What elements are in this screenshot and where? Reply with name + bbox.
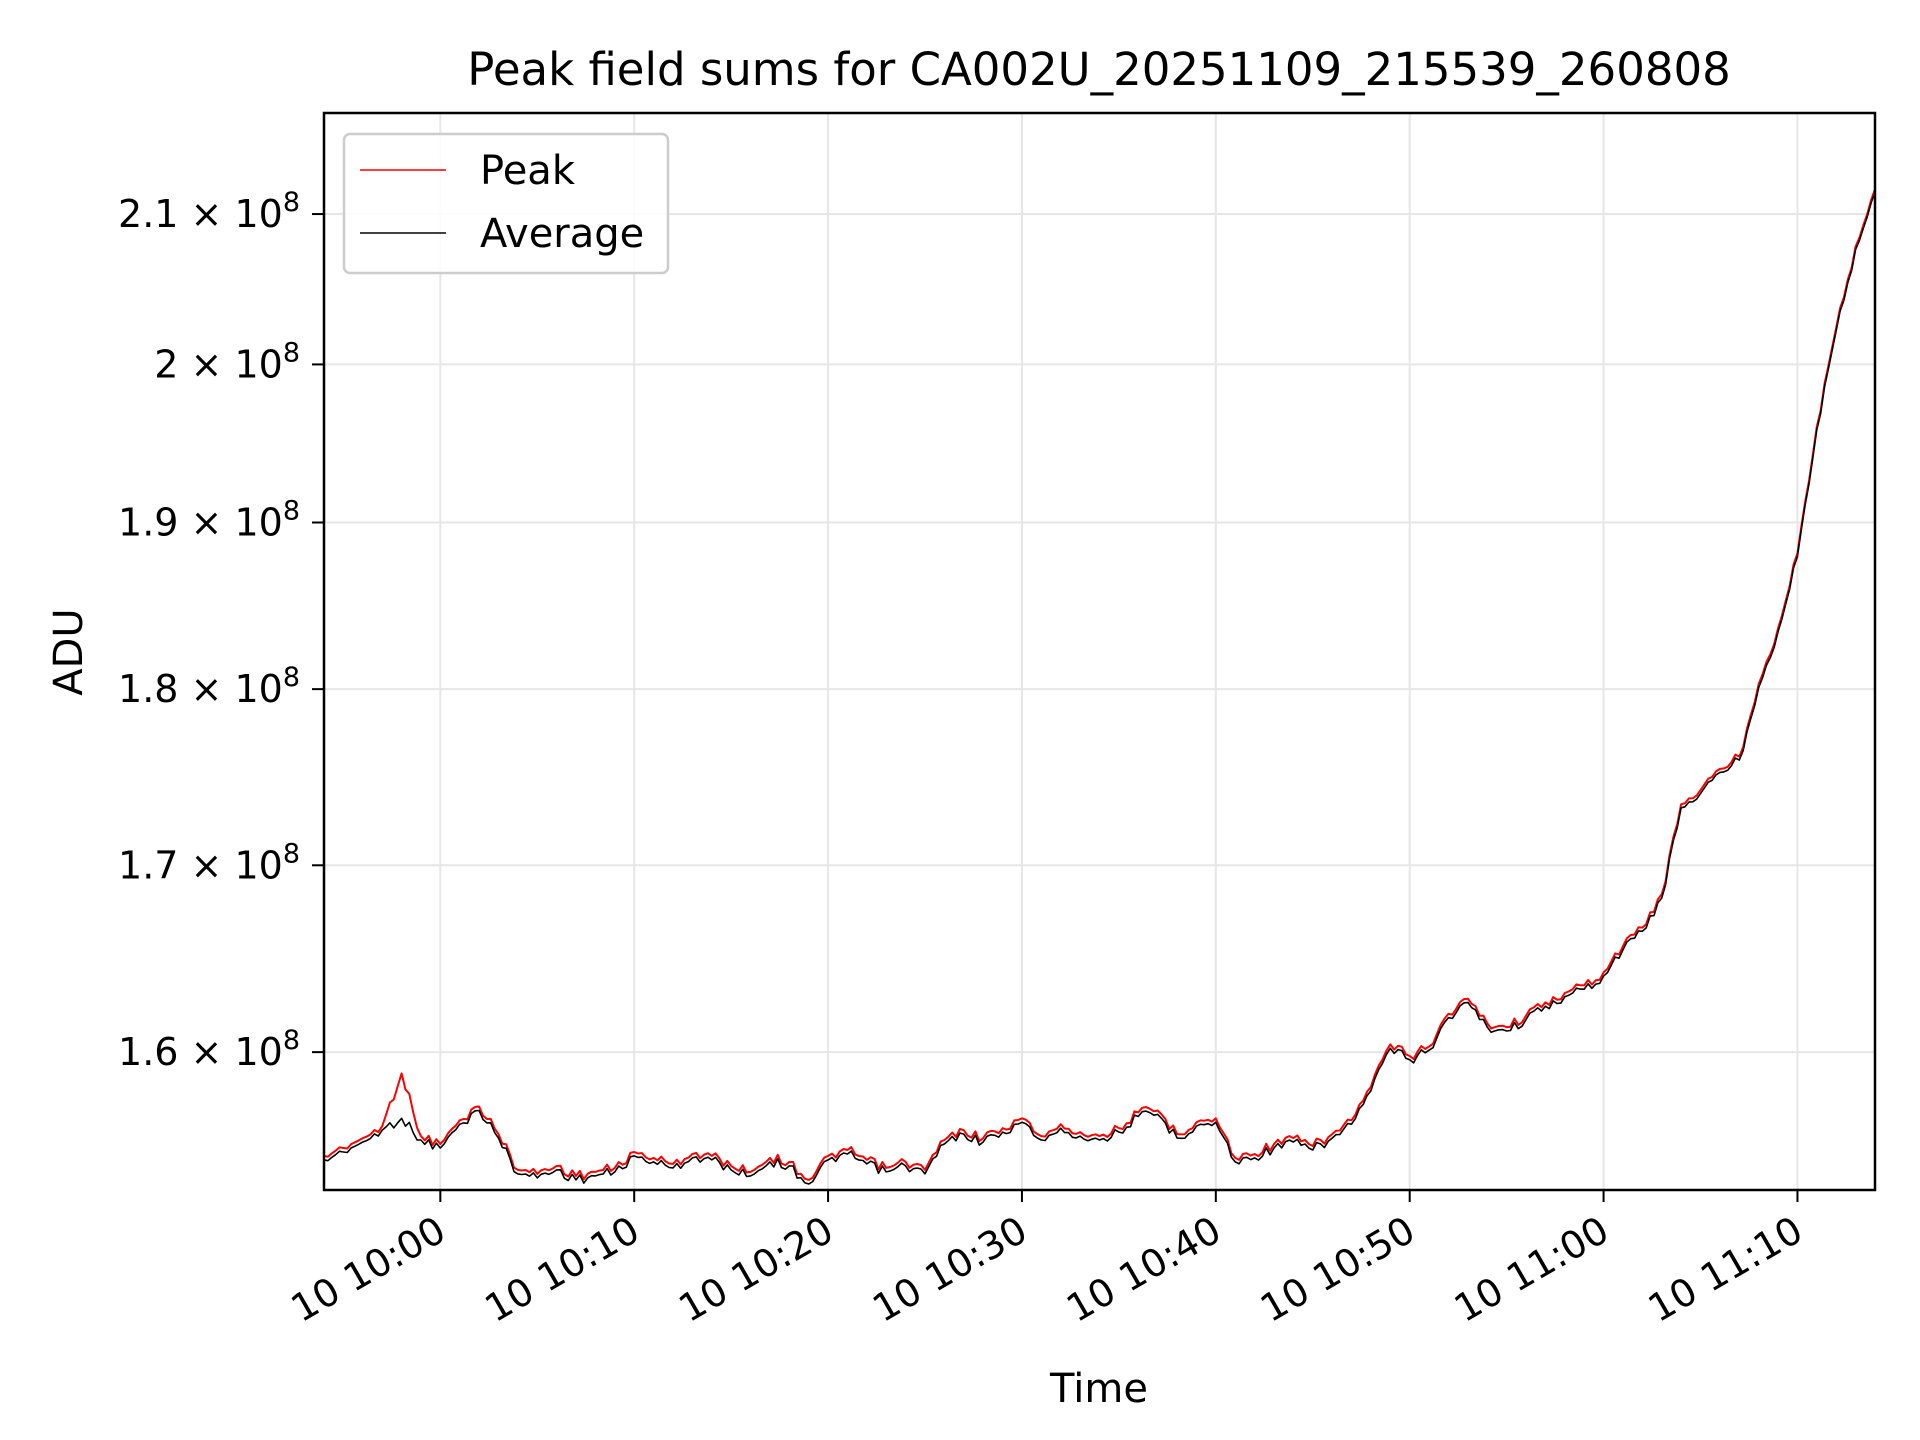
- grid: [324, 113, 1875, 1190]
- y-axis-label: ADU: [46, 608, 92, 695]
- legend: Peak Average: [342, 132, 670, 275]
- y-axis: 1.6 × 108 1.7 × 108 1.8 × 108 1.9 × 108 2 × …: [118, 187, 324, 1074]
- y-tick-label: 1.6 × 108: [118, 1025, 300, 1074]
- legend-frame: [342, 132, 670, 275]
- series-line-peak: [324, 188, 1875, 1181]
- y-tick-label: 1.9 × 108: [118, 496, 300, 545]
- series-line-average: [324, 191, 1875, 1185]
- plot-frame: [322, 111, 1877, 1192]
- y-tick-label: 2.1 × 108: [118, 187, 300, 236]
- legend-label-average: Average: [480, 211, 644, 257]
- series-group: [324, 188, 1875, 1185]
- chart-title: Peak field sums for CA002U_20251109_2155…: [467, 43, 1730, 96]
- legend-label-peak: Peak: [480, 148, 576, 194]
- y-tick-label: 1.7 × 108: [118, 838, 300, 887]
- x-axis-label: Time: [1049, 1366, 1148, 1412]
- y-tick-label: 1.8 × 108: [118, 662, 300, 711]
- y-tick-label: 2 × 108: [154, 337, 300, 386]
